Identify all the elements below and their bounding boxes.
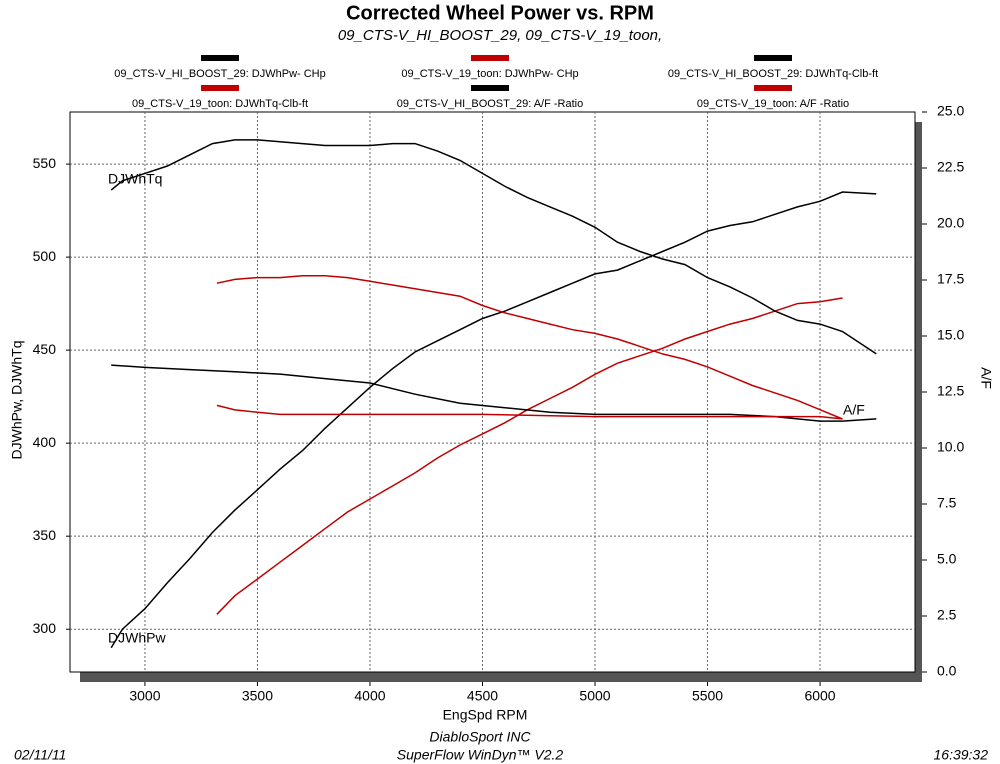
legend-swatch: [201, 85, 239, 91]
x-tick-label: 4000: [354, 688, 385, 704]
legend-swatch: [754, 85, 792, 91]
x-tick-label: 3500: [242, 688, 273, 704]
y-tick-label: 550: [33, 155, 57, 171]
legend-label: 09_CTS-V_19_toon: DJWhTq-Clb-ft: [132, 98, 308, 110]
x-axis-label: EngSpd RPM: [443, 707, 528, 723]
footer-time: 16:39:32: [934, 747, 989, 763]
x-tick-label: 5500: [692, 688, 723, 704]
plot-area: [69, 111, 916, 673]
legend-swatch: [754, 55, 792, 61]
series-line: [216, 274, 843, 420]
y-tick-label: 500: [33, 248, 57, 264]
y2-tick-label: 7.5: [937, 495, 957, 511]
annotation: A/F: [843, 402, 865, 418]
footer-date: 02/11/11: [14, 747, 66, 763]
legend-label: 09_CTS-V_HI_BOOST_29: A/F -Ratio: [397, 98, 583, 110]
y2-tick-label: 2.5: [937, 607, 957, 623]
y2-tick-label: 22.5: [937, 159, 964, 175]
x-tick-label: 3000: [129, 688, 160, 704]
y2-tick-label: 17.5: [937, 271, 964, 287]
x-tick-label: 5000: [579, 688, 610, 704]
legend-swatch: [201, 55, 239, 61]
x-tick-label: 4500: [467, 688, 498, 704]
y2-tick-label: 5.0: [937, 551, 957, 567]
y-tick-label: 300: [33, 620, 57, 636]
footer-software: SuperFlow WinDyn™ V2.2: [397, 747, 564, 763]
y2-tick-label: 20.0: [937, 215, 964, 231]
legend-label: 09_CTS-V_19_toon: A/F -Ratio: [697, 98, 849, 110]
y2-axis-label: A/F: [978, 367, 994, 389]
legend-label: 09_CTS-V_19_toon: DJWhPw- CHp: [401, 68, 578, 80]
legend-label: 09_CTS-V_HI_BOOST_29: DJWhPw- CHp: [114, 68, 326, 80]
series-line: [110, 139, 877, 355]
y2-tick-label: 0.0: [937, 663, 957, 679]
legend-label: 09_CTS-V_HI_BOOST_29: DJWhTq-Clb-ft: [668, 68, 878, 80]
chart-subtitle: 09_CTS-V_HI_BOOST_29, 09_CTS-V_19_toon,: [338, 27, 662, 44]
y2-tick-label: 15.0: [937, 327, 964, 343]
y-tick-label: 400: [33, 434, 57, 450]
annotation: DJWhPw: [108, 630, 166, 646]
footer-company: DiabloSport INC: [429, 729, 531, 745]
y-tick-label: 350: [33, 527, 57, 543]
y-tick-label: 450: [33, 341, 57, 357]
y2-tick-label: 10.0: [937, 439, 964, 455]
legend-swatch: [471, 85, 509, 91]
series-line: [110, 191, 877, 649]
series-line: [216, 404, 843, 420]
legend-swatch: [471, 55, 509, 61]
y2-tick-label: 25.0: [937, 103, 964, 119]
x-tick-label: 6000: [804, 688, 835, 704]
y2-tick-label: 12.5: [937, 383, 964, 399]
y-axis-label: DJWhPw, DJWhTq: [9, 340, 25, 459]
chart-title: Corrected Wheel Power vs. RPM: [346, 2, 654, 24]
annotation: DJWhTq: [108, 171, 162, 187]
